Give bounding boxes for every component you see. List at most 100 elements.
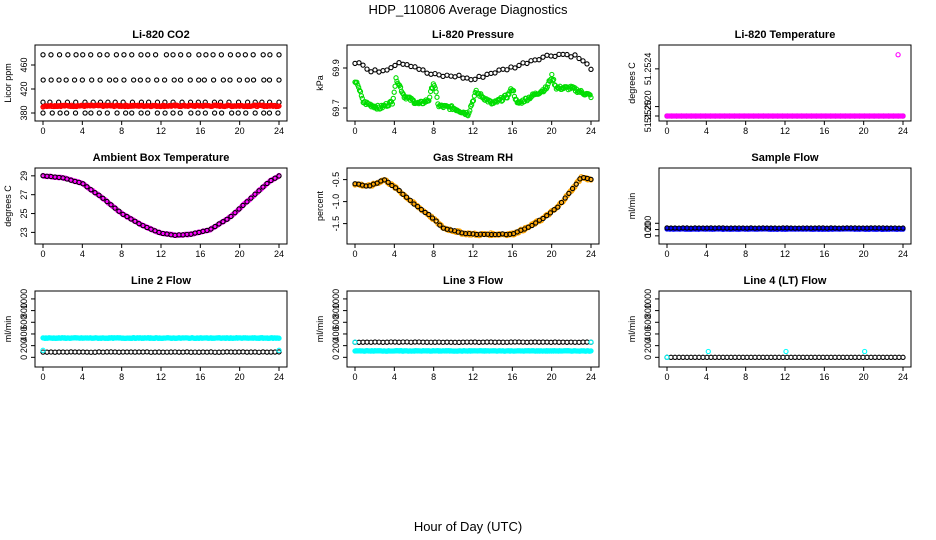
data-point	[144, 110, 151, 116]
plot-frame	[346, 290, 600, 368]
y-tick-label: 27	[19, 190, 29, 200]
data-point	[163, 52, 170, 58]
data-point	[71, 77, 78, 83]
data-point	[201, 77, 208, 83]
data-point	[276, 77, 282, 83]
data-point	[228, 110, 235, 116]
x-tick-label: 4	[392, 249, 397, 259]
y-tick-label: 25	[19, 209, 29, 219]
data-point	[469, 98, 476, 105]
data-point	[227, 52, 234, 58]
data-point	[154, 77, 160, 83]
data-point	[512, 65, 518, 71]
data-point	[261, 77, 267, 83]
data-point	[552, 53, 558, 60]
data-point	[388, 64, 394, 71]
data-point	[524, 60, 530, 67]
x-tick-label: 12	[780, 249, 790, 259]
y-tick-label: -1.0	[331, 194, 341, 210]
data-point	[588, 348, 594, 354]
data-point	[434, 94, 440, 100]
data-point	[186, 52, 192, 58]
panel-9: Line 4 (LT) Flow 0 4 8 12 16 20 24 0 200400600800…	[627, 275, 912, 382]
data-point	[364, 66, 370, 72]
y-tick-label: 800	[19, 303, 29, 318]
y-tick-label: 1000	[643, 289, 653, 309]
data-point	[368, 69, 374, 75]
data-point	[429, 215, 436, 221]
x-tick-label: 16	[507, 372, 517, 382]
data-point	[573, 181, 579, 187]
data-point	[56, 52, 63, 58]
y-axis-label: kPa	[315, 75, 325, 91]
x-tick-label: 16	[507, 249, 517, 259]
data-point	[544, 84, 550, 90]
data-point	[138, 52, 144, 58]
data-point	[104, 110, 110, 116]
x-tick-label: 20	[235, 126, 245, 136]
data-point	[220, 77, 227, 83]
x-tick-label: 24	[898, 126, 908, 136]
series-max	[352, 339, 594, 345]
y-tick-label: 0	[331, 355, 341, 360]
data-point	[900, 113, 906, 119]
data-point	[236, 206, 242, 212]
x-tick-label: 0	[664, 372, 669, 382]
data-point	[235, 110, 241, 116]
y-tick-label: 0	[643, 233, 653, 238]
x-tick-label: 12	[780, 372, 790, 382]
panel-title: Li-820 Pressure	[432, 29, 514, 41]
plot-frame	[346, 44, 600, 122]
data-point	[381, 177, 388, 183]
data-point	[244, 77, 250, 83]
x-tick-label: 16	[195, 372, 205, 382]
y-axis-label: ml/min	[315, 316, 325, 343]
data-point	[227, 77, 233, 83]
x-tick-label: 12	[156, 249, 166, 259]
y-axis-label: degrees C	[627, 62, 637, 104]
x-tick-label: 4	[704, 249, 709, 259]
data-point	[437, 222, 443, 228]
data-point	[569, 185, 576, 192]
data-point	[412, 64, 418, 70]
data-point	[145, 77, 151, 83]
panel-title: Line 3 Flow	[443, 275, 503, 287]
data-point	[116, 208, 122, 214]
data-point	[132, 218, 138, 224]
data-point	[218, 52, 224, 58]
y-tick-label: 380	[19, 105, 29, 120]
x-tick-label: 20	[859, 249, 869, 259]
data-point	[210, 52, 216, 58]
data-point	[97, 52, 103, 58]
x-tick-label: 24	[274, 249, 284, 259]
x-tick-label: 0	[664, 249, 669, 259]
data-point	[411, 201, 417, 207]
data-point	[354, 79, 360, 85]
y-tick-label: 400	[19, 326, 29, 341]
data-point	[372, 67, 378, 73]
x-tick-label: 0	[352, 372, 357, 382]
y-tick-label: 600	[19, 315, 29, 330]
data-point	[529, 222, 535, 229]
data-point	[536, 57, 542, 63]
x-tick-label: 8	[431, 372, 436, 382]
data-point	[260, 184, 266, 190]
y-tick-label: 69.7	[331, 99, 341, 117]
data-point	[250, 52, 256, 58]
x-tick-label: 0	[40, 372, 45, 382]
data-point	[113, 52, 120, 58]
panel-title: Li-820 Temperature	[735, 29, 836, 41]
y-tick-label: 1000	[331, 289, 341, 309]
data-point	[250, 77, 257, 83]
panel-title: Gas Stream RH	[433, 152, 513, 164]
data-point	[492, 70, 498, 76]
x-tick-label: 8	[119, 249, 124, 259]
x-tick-label: 4	[704, 126, 709, 136]
data-point	[48, 52, 54, 58]
data-point	[572, 52, 578, 58]
data-point	[549, 71, 555, 78]
data-point	[266, 77, 273, 83]
data-point	[256, 188, 262, 194]
data-point	[240, 202, 246, 209]
